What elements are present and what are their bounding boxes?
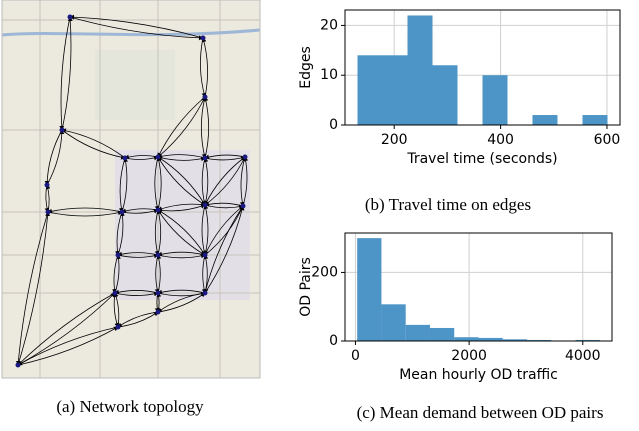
node	[156, 208, 161, 213]
network-map	[2, 0, 260, 378]
bar	[433, 65, 458, 125]
bar	[406, 325, 430, 341]
figure: (a) Network topology (b) Travel time on …	[0, 0, 639, 431]
caption: (b) Travel time on edges	[365, 195, 531, 214]
y-axis-label: OD Pairs	[298, 257, 314, 317]
x-tick-label: 2000	[451, 348, 487, 364]
node	[123, 156, 128, 161]
caption: (a) Network topology	[56, 397, 204, 416]
node	[241, 204, 246, 209]
node	[46, 210, 51, 215]
x-tick-label: 200	[381, 132, 408, 148]
bar	[454, 337, 478, 341]
node	[156, 155, 161, 160]
node	[201, 36, 206, 41]
node	[203, 95, 208, 100]
x-axis-label: Travel time (seconds)	[406, 151, 557, 167]
node	[120, 210, 125, 215]
node	[156, 253, 161, 258]
chart: 0 10 20 200 400 600 Travel time (seconds) Edges	[298, 10, 620, 167]
bar	[408, 15, 433, 125]
bar	[430, 328, 454, 341]
x-tick-label: 0	[351, 348, 360, 364]
y-tick-label: 0	[329, 117, 338, 133]
node	[68, 15, 73, 20]
x-tick-label: 400	[487, 132, 514, 148]
airport	[95, 50, 175, 120]
node	[45, 183, 50, 188]
x-axis-label: Mean hourly OD traffic	[399, 367, 558, 383]
bar	[357, 238, 381, 341]
node	[156, 310, 161, 315]
node	[156, 291, 161, 296]
node	[113, 291, 118, 296]
x-tick-label: 600	[594, 132, 621, 148]
node	[16, 363, 21, 368]
node	[203, 156, 208, 161]
node	[116, 325, 121, 330]
y-tick-label: 10	[320, 67, 338, 83]
bar	[583, 115, 608, 125]
bar	[533, 115, 558, 125]
y-tick-label: 200	[311, 264, 338, 280]
x-tick-label: 4000	[565, 348, 601, 364]
node	[243, 155, 248, 160]
bar	[381, 304, 405, 341]
node	[203, 253, 208, 258]
bar	[483, 75, 508, 125]
node	[116, 253, 121, 258]
urban-area	[115, 150, 250, 300]
y-axis-label: Edges	[298, 46, 314, 89]
node	[203, 291, 208, 296]
bar	[383, 55, 408, 125]
caption: (c) Mean demand between OD pairs	[357, 403, 604, 422]
node	[203, 203, 208, 208]
y-tick-label: 0	[329, 333, 338, 349]
y-tick-label: 20	[320, 17, 338, 33]
chart: 0200020004000Mean hourly OD trafficOD Pa…	[298, 233, 612, 383]
node	[60, 128, 65, 133]
bar	[358, 55, 383, 125]
